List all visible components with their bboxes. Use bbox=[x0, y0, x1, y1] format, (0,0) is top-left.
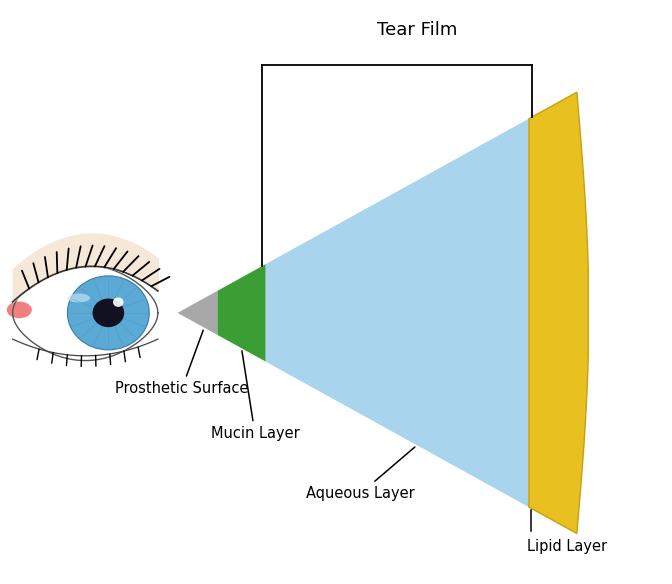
Ellipse shape bbox=[67, 294, 90, 303]
Text: Lipid Layer: Lipid Layer bbox=[528, 540, 607, 554]
Polygon shape bbox=[177, 291, 218, 335]
Text: Aqueous Layer: Aqueous Layer bbox=[306, 447, 415, 501]
Circle shape bbox=[67, 276, 149, 350]
Polygon shape bbox=[177, 92, 577, 534]
Circle shape bbox=[113, 297, 124, 307]
Polygon shape bbox=[265, 119, 529, 507]
Ellipse shape bbox=[7, 301, 32, 318]
Polygon shape bbox=[529, 92, 588, 534]
Text: Mucin Layer: Mucin Layer bbox=[210, 351, 300, 441]
Text: Prosthetic Surface: Prosthetic Surface bbox=[115, 330, 249, 397]
Circle shape bbox=[93, 298, 124, 327]
Text: Tear Film: Tear Film bbox=[377, 20, 457, 39]
Polygon shape bbox=[218, 265, 265, 361]
Polygon shape bbox=[13, 265, 158, 360]
